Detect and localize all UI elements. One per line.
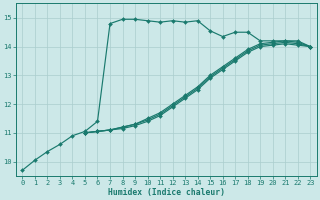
X-axis label: Humidex (Indice chaleur): Humidex (Indice chaleur) [108,188,225,197]
